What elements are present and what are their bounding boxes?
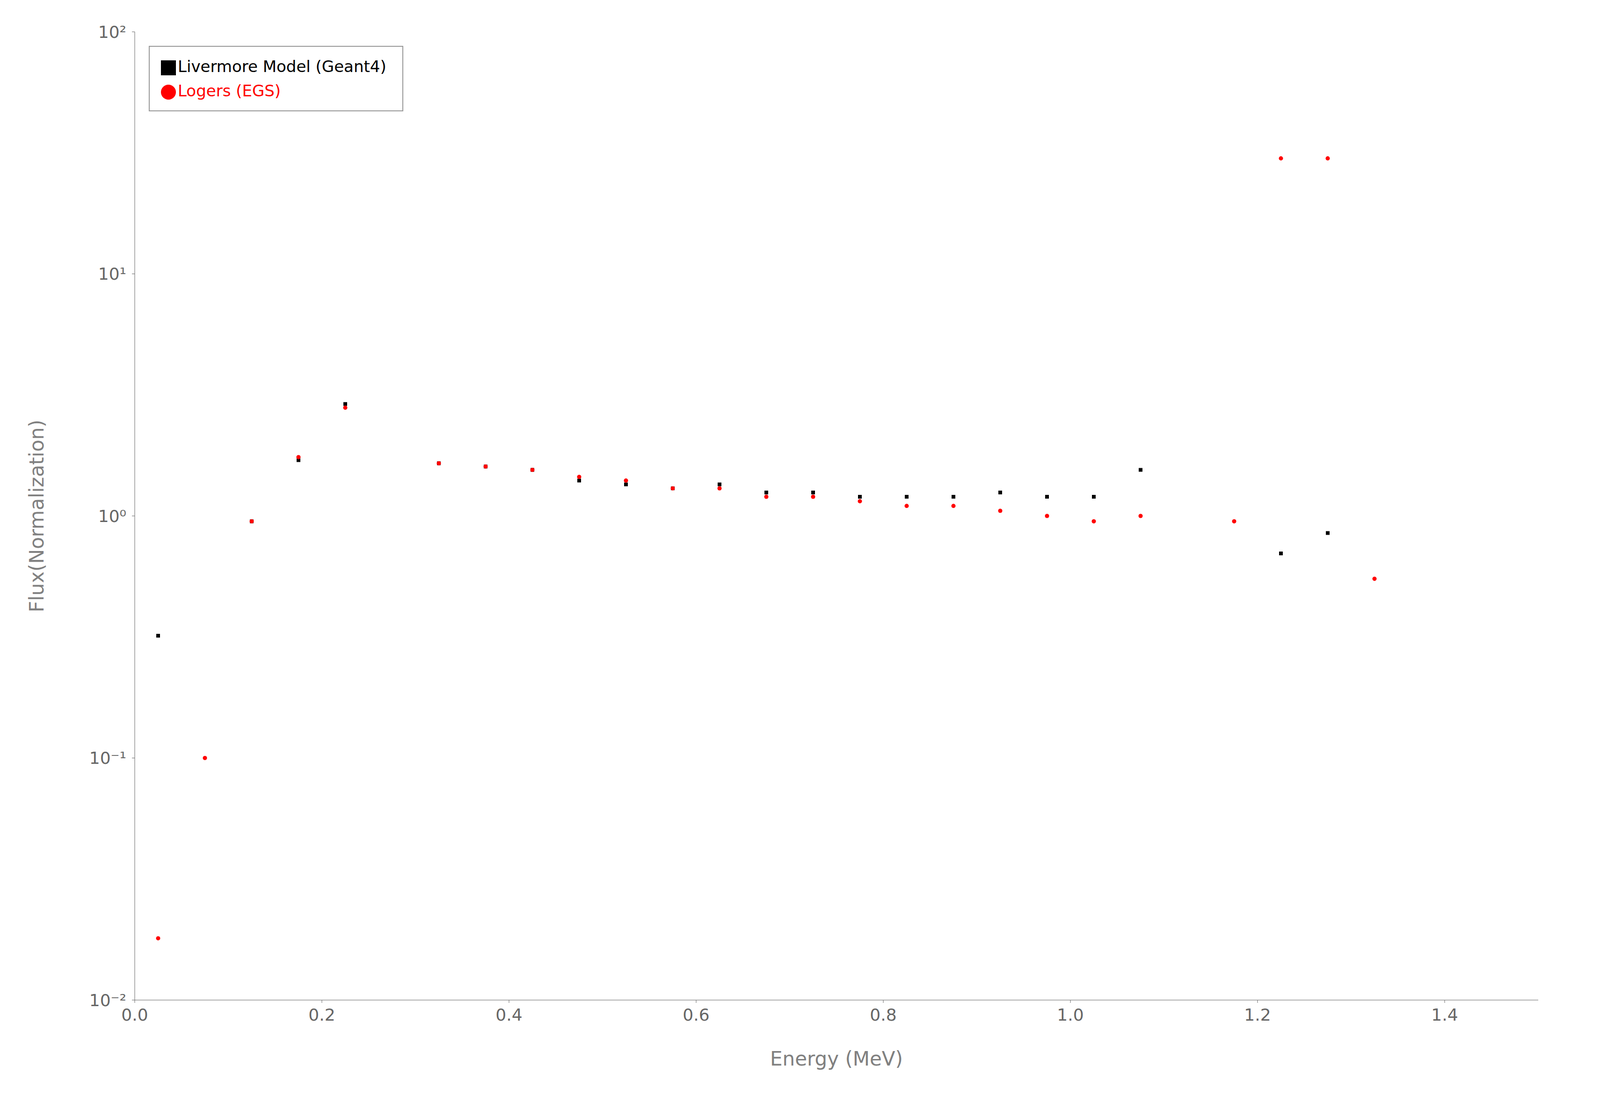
- svg-text:0.4: 0.4: [495, 1005, 523, 1025]
- svg-text:0.8: 0.8: [869, 1005, 897, 1025]
- svg-text:1.0: 1.0: [1056, 1005, 1084, 1025]
- svg-text:0.6: 0.6: [682, 1005, 710, 1025]
- svg-text:10²: 10²: [98, 22, 127, 42]
- svg-text:10⁻¹: 10⁻¹: [89, 748, 127, 768]
- svg-text:Flux(Normalization): Flux(Normalization): [25, 419, 49, 613]
- svg-text:10¹: 10¹: [98, 264, 127, 284]
- svg-text:1.2: 1.2: [1243, 1005, 1271, 1025]
- svg-text:1.4: 1.4: [1431, 1005, 1458, 1025]
- svg-text:0.2: 0.2: [308, 1005, 335, 1025]
- html-text:Logers (EGS): Logers (EGS): [177, 81, 281, 101]
- svg-text:Energy (MeV): Energy (MeV): [770, 1047, 903, 1071]
- html-text:Livermore Model (Geant4): Livermore Model (Geant4): [177, 57, 387, 76]
- svg-text:10⁻²: 10⁻²: [89, 990, 127, 1011]
- svg-text:0.0: 0.0: [121, 1005, 149, 1025]
- svg-text:10⁰: 10⁰: [98, 506, 127, 526]
